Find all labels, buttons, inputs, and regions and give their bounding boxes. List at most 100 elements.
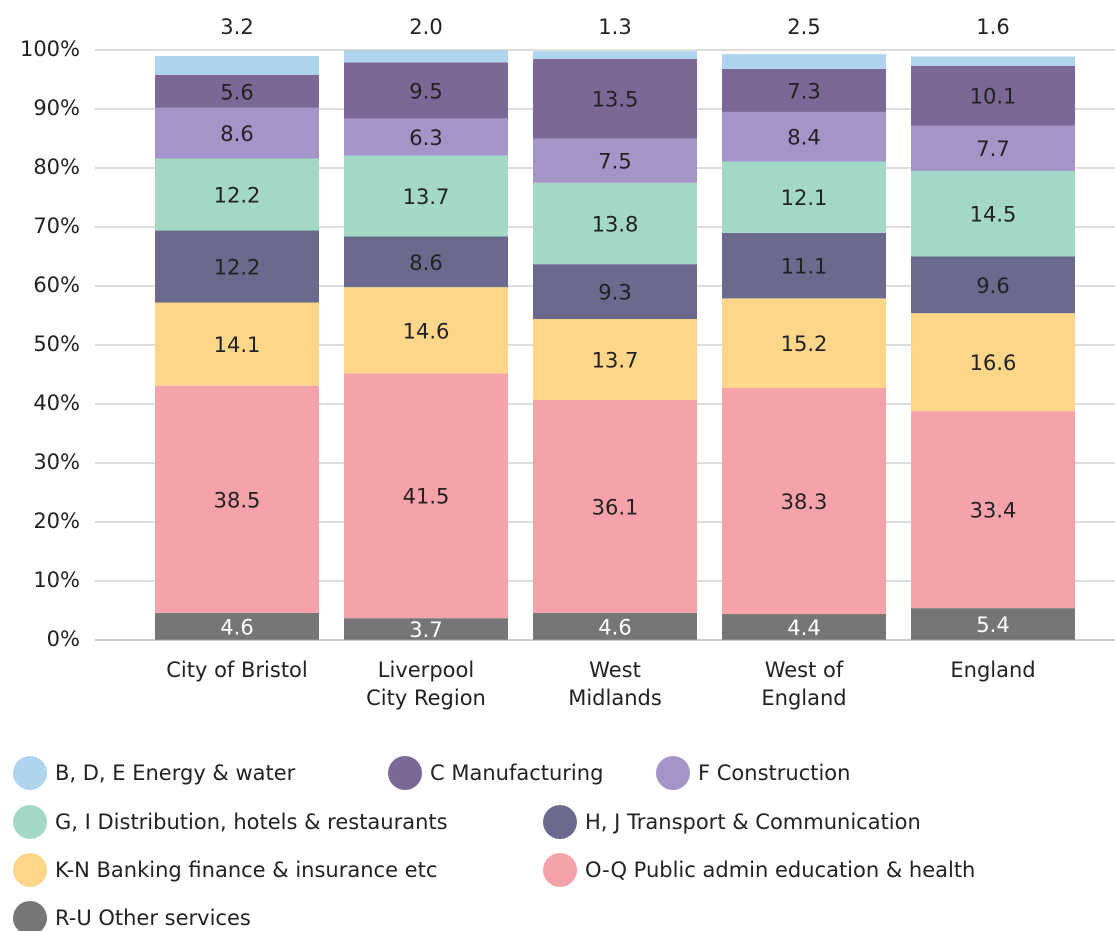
data-label: 38.3	[781, 490, 828, 514]
bar-segment	[533, 182, 697, 265]
bar-segment	[344, 62, 508, 119]
y-tick-label: 40%	[33, 391, 80, 415]
legend-swatch	[13, 901, 47, 931]
data-label: 12.1	[781, 186, 828, 210]
data-label: 14.1	[214, 333, 261, 357]
data-label: 2.5	[787, 15, 820, 39]
bar-segment	[533, 612, 697, 640]
data-label: 2.0	[409, 15, 442, 39]
bar-segment	[533, 399, 697, 613]
bar-segment	[722, 388, 886, 615]
y-tick-label: 60%	[33, 273, 80, 297]
bar-segment	[533, 58, 697, 139]
bar-segment	[344, 50, 508, 63]
y-tick-label: 50%	[33, 332, 80, 356]
legend-label: B, D, E Energy & water	[55, 761, 296, 785]
y-tick-label: 80%	[33, 155, 80, 179]
bar-segment	[722, 614, 886, 640]
x-tick-label: West of England	[761, 658, 847, 710]
bar-segment	[344, 373, 508, 619]
bar-segment	[533, 51, 697, 59]
bar-segment	[722, 232, 886, 299]
bar-segment	[722, 54, 886, 69]
bar-segment	[722, 111, 886, 162]
data-label: 13.7	[403, 185, 450, 209]
x-tick-label: Liverpool City Region	[366, 658, 486, 710]
bar-segment	[344, 618, 508, 640]
data-label: 13.5	[592, 88, 639, 112]
legend-swatch	[388, 756, 422, 790]
y-tick-label: 70%	[33, 214, 80, 238]
data-label: 16.6	[970, 351, 1017, 375]
bar-segment	[155, 612, 319, 640]
legend-label: C Manufacturing	[430, 761, 603, 785]
legend-swatch	[656, 756, 690, 790]
data-label: 8.4	[787, 126, 820, 150]
data-label: 9.6	[976, 274, 1009, 298]
legend-label: F Construction	[698, 761, 850, 785]
bar-segment	[722, 298, 886, 389]
bar-segment	[911, 256, 1075, 314]
y-tick-label: 90%	[33, 96, 80, 120]
legend-label: R-U Other services	[55, 906, 251, 930]
bar-segment	[911, 608, 1075, 640]
bar-segment	[722, 68, 886, 112]
data-label: 7.7	[976, 137, 1009, 161]
bar-segment	[344, 118, 508, 156]
data-label: 41.5	[403, 485, 450, 509]
bar-segment	[344, 236, 508, 288]
data-label: 3.7	[409, 618, 442, 642]
data-label: 4.4	[787, 616, 820, 640]
legend-swatch	[543, 853, 577, 887]
bar-segment	[911, 56, 1075, 66]
bar-segment	[911, 313, 1075, 412]
bar-segment	[344, 155, 508, 237]
data-label: 11.1	[781, 255, 828, 279]
data-label: 3.2	[220, 15, 253, 39]
bar-segment	[911, 65, 1075, 126]
legend-swatch	[13, 805, 47, 839]
data-label: 12.2	[214, 256, 261, 280]
legend-swatch	[13, 853, 47, 887]
bar-segment	[155, 55, 319, 75]
bar-segment	[533, 264, 697, 320]
bar-segment	[155, 107, 319, 159]
y-tick-label: 10%	[33, 568, 80, 592]
legend-label: G, I Distribution, hotels & restaurants	[55, 810, 448, 834]
data-label: 33.4	[970, 499, 1017, 523]
bar-segment	[911, 170, 1075, 257]
data-label: 1.3	[598, 15, 631, 39]
data-label: 38.5	[214, 488, 261, 512]
data-label: 15.2	[781, 332, 828, 356]
data-label: 13.7	[592, 348, 639, 372]
data-label: 14.6	[403, 319, 450, 343]
data-label: 6.3	[409, 126, 442, 150]
data-label: 1.6	[976, 15, 1009, 39]
data-label: 5.4	[976, 613, 1009, 637]
bar-segment	[911, 411, 1075, 609]
bar-segment	[533, 319, 697, 400]
x-tick-label: West Midlands	[568, 658, 662, 710]
data-label: 13.8	[592, 212, 639, 236]
data-label: 7.5	[598, 150, 631, 174]
bar-segment	[155, 302, 319, 386]
data-label: 8.6	[220, 122, 253, 146]
bar-segment	[533, 138, 697, 183]
data-label: 36.1	[592, 495, 639, 519]
y-tick-label: 20%	[33, 509, 80, 533]
legend-label: K-N Banking finance & insurance etc	[55, 858, 437, 882]
data-label: 8.6	[409, 251, 442, 275]
data-label: 5.6	[220, 80, 253, 104]
bar-segment	[155, 158, 319, 231]
data-label: 9.3	[598, 281, 631, 305]
y-tick-label: 100%	[20, 37, 80, 61]
legend-label: O-Q Public admin education & health	[585, 858, 975, 882]
legend-label: H, J Transport & Communication	[585, 810, 921, 834]
x-tick-label: City of Bristol	[166, 658, 308, 682]
bar-segment	[344, 287, 508, 374]
legend-swatch	[13, 756, 47, 790]
data-label: 4.6	[220, 615, 253, 639]
legend-swatch	[543, 805, 577, 839]
